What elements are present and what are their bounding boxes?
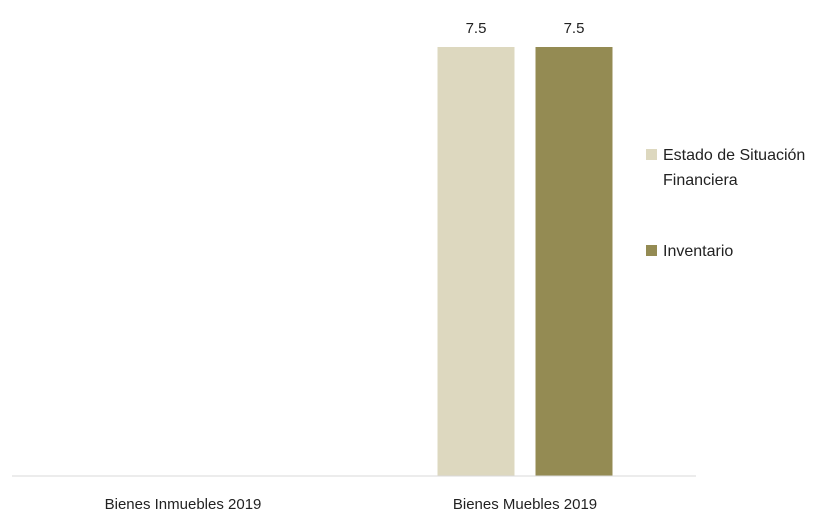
- legend-label-inventario: Inventario: [663, 243, 734, 260]
- legend-label-estado: Estado de Situación Financiera: [663, 147, 806, 189]
- bar-inventario-1: [535, 47, 613, 476]
- x-tick-label-1: Bienes Muebles 2019: [453, 496, 597, 513]
- data-label-inventario-1: 7.5: [564, 20, 585, 37]
- legend-swatch-inventario: [646, 245, 657, 256]
- legend-swatch-estado: [646, 149, 657, 160]
- x-tick-label-0: Bienes Inmuebles 2019: [105, 496, 262, 513]
- legend-item-estado: Estado de Situación Financiera: [646, 143, 834, 193]
- data-label-estado-1: 7.5: [466, 20, 487, 37]
- legend-item-inventario: Inventario: [646, 239, 834, 264]
- bar-estado-1: [437, 47, 515, 476]
- bars-group: [437, 47, 613, 476]
- labels-group: Bienes Inmuebles 2019 7.5 7.5 Bienes Mueble…: [105, 20, 598, 513]
- legend: Estado de Situación Financiera Inventari…: [646, 143, 834, 264]
